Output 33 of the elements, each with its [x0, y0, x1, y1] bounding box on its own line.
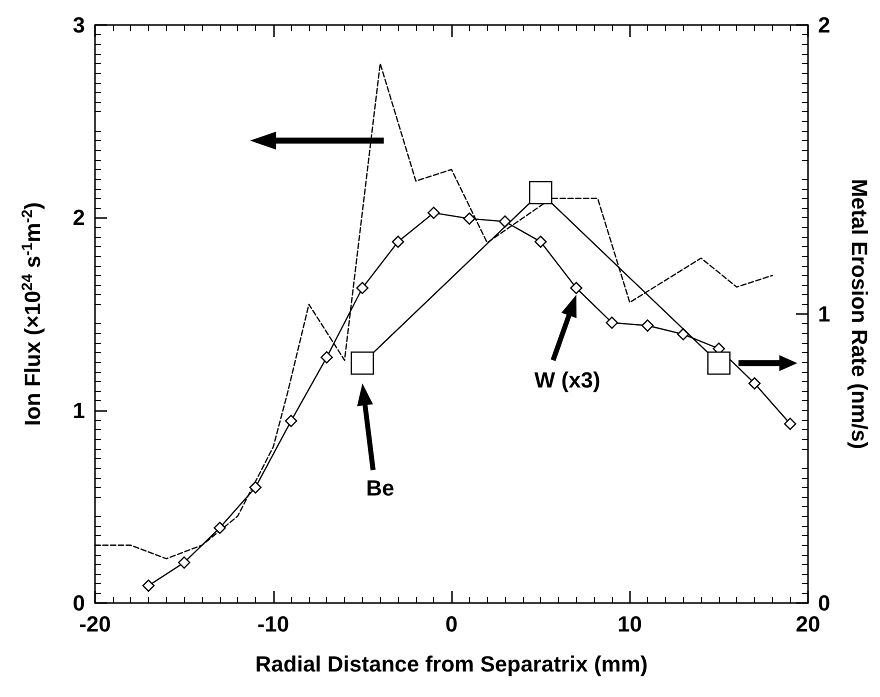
y2-tick-label: 1 [818, 302, 830, 326]
point [178, 556, 190, 569]
point [214, 522, 226, 534]
point [463, 212, 476, 225]
point [284, 414, 298, 428]
x-tick-label: 10 [618, 612, 642, 636]
point [534, 236, 547, 248]
point [249, 481, 262, 494]
point [142, 580, 155, 592]
point [707, 351, 731, 375]
y2-tick-label: 2 [818, 12, 830, 38]
annotation: W (x3) [534, 368, 600, 393]
x-tick-label: -10 [257, 612, 290, 636]
point [320, 351, 333, 364]
point [528, 180, 552, 204]
y2-axis-title: Metal Erosion Rate (nm/s) [847, 178, 872, 450]
x-tick-label: 0 [445, 612, 458, 636]
point [350, 351, 374, 375]
point [606, 316, 618, 329]
y2-tick-label: 0 [818, 590, 830, 616]
point [392, 236, 404, 248]
point [356, 282, 369, 294]
point [784, 418, 796, 430]
y-tick-label: 3 [72, 12, 85, 38]
y-tick-label: 2 [72, 205, 85, 230]
point [748, 377, 761, 390]
point [428, 206, 440, 219]
x-tick-label: 20 [796, 612, 820, 636]
x-axis-title: Radial Distance from Separatrix (mm) [255, 652, 648, 676]
annotation: Be [366, 475, 394, 500]
point [641, 319, 654, 332]
y-tick-label: 1 [72, 398, 85, 423]
point [570, 282, 582, 294]
